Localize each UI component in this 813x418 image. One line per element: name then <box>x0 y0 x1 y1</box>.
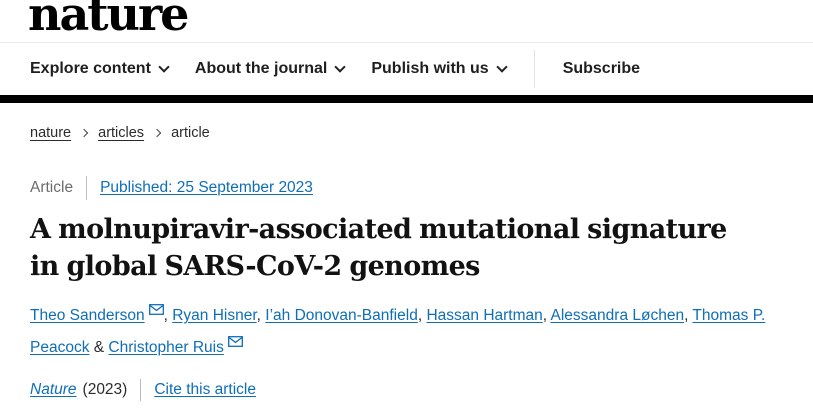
author-link[interactable]: Hassan Hartman <box>426 307 543 324</box>
chevron-down-icon <box>496 60 508 73</box>
breadcrumb-article: article <box>171 125 210 141</box>
author-link[interactable]: I’ah Donovan-Banfield <box>265 307 418 324</box>
nav-item-publish-with-us[interactable]: Publish with us <box>371 60 508 78</box>
nav-item-about-the-journal[interactable]: About the journal <box>194 60 347 78</box>
article-meta: Article Published: 25 September 2023 <box>30 176 813 200</box>
author-link[interactable]: Theo Sanderson <box>30 307 145 324</box>
author-separator: , <box>542 307 551 324</box>
author-list: Theo Sanderson, Ryan Hisner, I’ah Donova… <box>30 300 778 363</box>
chevron-right-icon <box>79 128 89 138</box>
email-icon[interactable] <box>148 295 164 327</box>
author-link[interactable]: Ryan Hisner <box>172 307 257 324</box>
nav-item-explore-content[interactable]: Explore content <box>30 60 170 78</box>
breadcrumb-articles[interactable]: articles <box>98 125 145 141</box>
chevron-down-icon <box>334 60 347 73</box>
site-header: nature Explore content About the journal P… <box>0 0 813 103</box>
cite-this-article-link[interactable]: Cite this article <box>154 381 256 398</box>
author-separator: & <box>89 338 109 356</box>
logo-row: nature <box>0 0 813 43</box>
citation-divider <box>140 379 142 401</box>
author-separator: , <box>163 307 173 324</box>
author-separator: , <box>684 307 693 324</box>
citation-line: Nature (2023) Cite this article <box>30 379 813 401</box>
nav-item-label: Publish with us <box>371 60 489 77</box>
breadcrumb: nature articles article <box>30 125 813 141</box>
author-separator: , <box>417 307 427 324</box>
article-title: A molnupiravir-associated mutational sig… <box>30 214 727 282</box>
nav-item-subscribe[interactable]: Subscribe <box>563 60 640 78</box>
author-link[interactable]: Alessandra Løchen <box>550 307 685 324</box>
journal-name-link[interactable]: Nature <box>30 381 77 398</box>
nav-item-label: Subscribe <box>562 60 641 77</box>
author-link[interactable]: Christopher Ruis <box>108 338 224 356</box>
breadcrumb-nature[interactable]: nature <box>30 125 72 141</box>
header-divider-bar <box>0 95 813 103</box>
nature-logo[interactable]: nature <box>28 0 189 41</box>
nav-item-label: Explore content <box>30 60 151 77</box>
chevron-down-icon <box>158 60 170 73</box>
article-type-label: Article <box>30 179 74 196</box>
published-date-link[interactable]: Published: 25 September 2023 <box>100 179 313 196</box>
main-nav: Explore content About the journal Publish … <box>0 43 813 95</box>
article-page: nature articles article Article Published:… <box>0 125 813 401</box>
author-separator: , <box>256 307 266 324</box>
citation-year: (2023) <box>82 381 128 398</box>
chevron-right-icon <box>152 128 162 138</box>
nav-divider <box>533 50 535 88</box>
author-link[interactable]: Thomas P. Peacock <box>30 307 766 356</box>
nav-item-label: About the journal <box>194 60 328 77</box>
email-icon[interactable] <box>227 327 243 359</box>
meta-divider <box>86 176 88 200</box>
